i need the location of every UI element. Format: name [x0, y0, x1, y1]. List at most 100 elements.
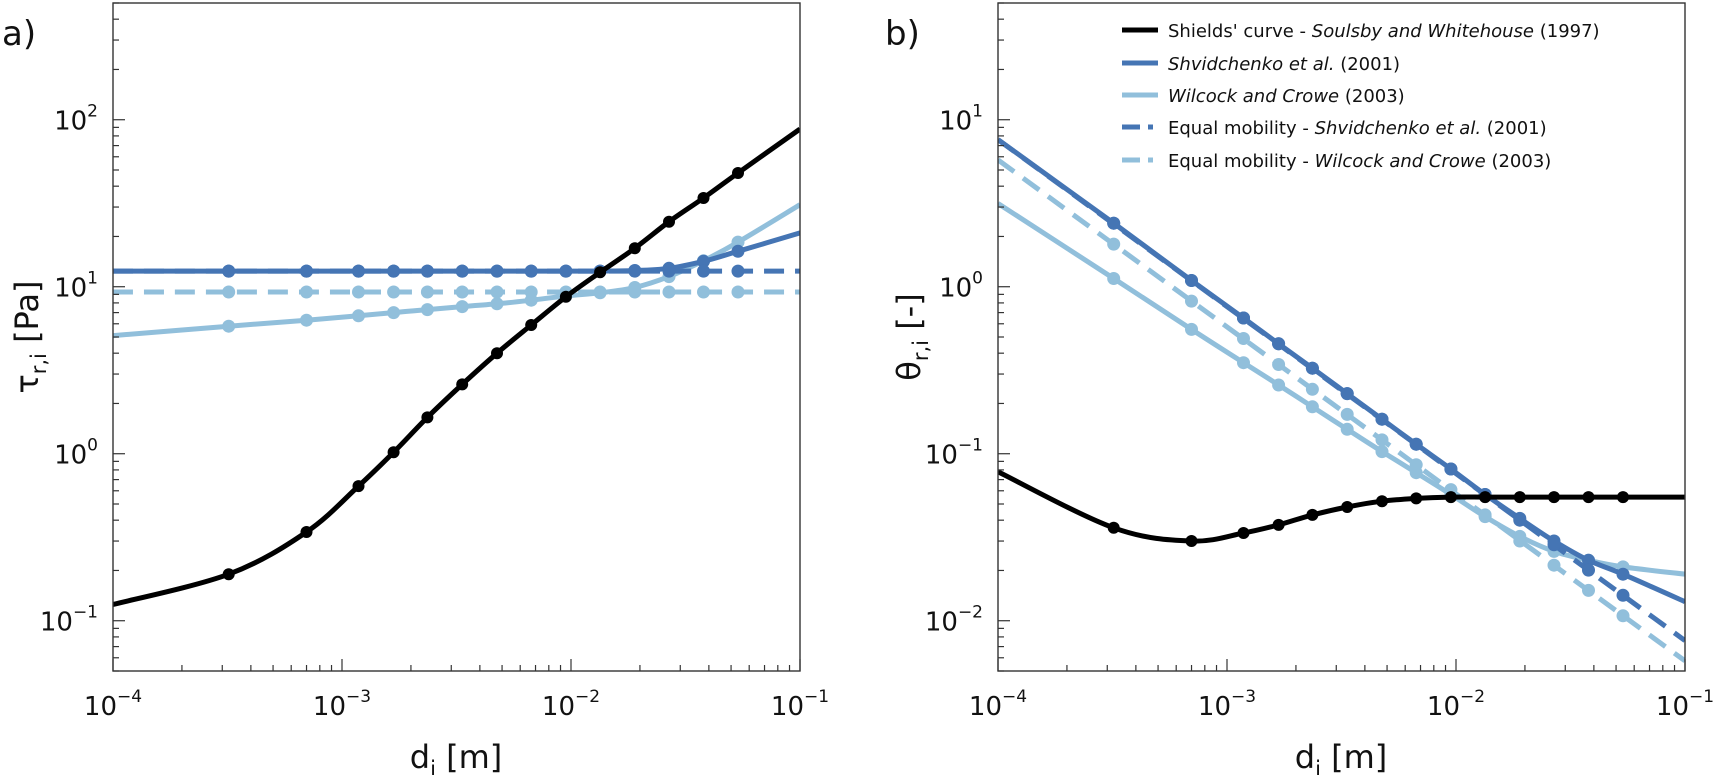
data-point: [352, 480, 365, 493]
data-point: [1272, 518, 1285, 531]
data-point: [420, 303, 434, 317]
data-point: [1479, 491, 1492, 504]
data-point: [1444, 462, 1458, 476]
data-point: [1617, 491, 1629, 504]
data-point: [1305, 361, 1319, 375]
data-point: [1478, 508, 1492, 522]
data-point: [300, 264, 313, 278]
data-point: [387, 306, 401, 320]
y-tick-label: 102: [54, 102, 98, 137]
data-point: [456, 378, 469, 391]
data-point: [352, 309, 365, 323]
panel-a-frame: [112, 2, 801, 672]
data-point: [222, 568, 235, 581]
data-point: [1237, 311, 1250, 325]
data-point: [1185, 294, 1198, 308]
data-point: [1237, 332, 1250, 345]
data-point: [1107, 237, 1121, 251]
x-tick-label: 10−2: [542, 687, 600, 722]
series-shields-curve-soulsby-and-whitehouse-1997: [113, 126, 800, 607]
data-point: [300, 313, 313, 327]
panel-b: b) 10−4 10−3 10−2 10−1 10−2 10−1 100 101 di [m]…: [885, 2, 1714, 775]
panel-b-ticks: 10−4 10−3 10−2 10−1 10−2 10−1 100 101: [925, 2, 1714, 722]
data-point: [662, 285, 676, 299]
legend-label: Shields' curve - Soulsby and Whitehouse …: [1168, 21, 1600, 42]
data-point: [387, 285, 401, 299]
data-point: [455, 285, 469, 299]
data-point: [594, 266, 607, 279]
data-point: [697, 192, 710, 204]
legend-label: Shvidchenko et al. (2001): [1168, 54, 1400, 75]
series-line: [998, 157, 1685, 663]
legend-label: Wilcock and Crowe (2003): [1168, 86, 1405, 107]
series-line: [113, 126, 800, 607]
data-point: [387, 446, 400, 459]
data-point: [593, 285, 607, 299]
data-point: [1341, 501, 1354, 513]
data-point: [352, 285, 365, 299]
data-point: [352, 264, 365, 278]
data-point: [662, 264, 676, 278]
data-point: [628, 264, 642, 278]
data-point: [1107, 272, 1121, 285]
data-point: [420, 285, 434, 299]
data-point: [731, 285, 745, 299]
data-point: [731, 235, 745, 249]
data-point: [222, 319, 236, 333]
legend: Shields' curve - Soulsby and Whitehouse …: [1122, 21, 1600, 172]
data-point: [559, 264, 573, 278]
data-point: [1375, 412, 1389, 426]
data-point: [1548, 491, 1560, 504]
y-tick-label: 100: [54, 436, 98, 471]
x-tick-label: 10−2: [1427, 687, 1485, 722]
data-point: [1237, 527, 1250, 539]
data-point: [1185, 274, 1198, 287]
data-point: [525, 319, 538, 331]
data-point: [491, 347, 503, 360]
data-point: [1513, 534, 1527, 548]
data-point: [524, 264, 538, 278]
data-point: [697, 285, 710, 299]
x-tick-label: 10−1: [1656, 687, 1714, 722]
y-tick-label: 101: [54, 269, 98, 304]
legend-entry: Wilcock and Crowe (2003): [1122, 86, 1405, 107]
data-point: [524, 285, 538, 299]
data-point: [731, 244, 745, 258]
data-point: [1582, 583, 1595, 597]
data-point: [1616, 609, 1630, 623]
series-shields-curve-soulsby-and-whitehouse-1997: [998, 469, 1685, 547]
data-point: [1107, 216, 1121, 230]
legend-entry: Shvidchenko et al. (2001): [1122, 54, 1400, 75]
series-equal-mobility-wilcock-and-crowe-2003: [113, 285, 800, 299]
data-point: [1185, 535, 1198, 547]
data-point: [1185, 322, 1198, 336]
data-point: [697, 264, 710, 278]
data-point: [1410, 492, 1423, 505]
series-equal-mobility-shvidchenko-et-al-2001: [998, 137, 1685, 643]
series-line: [113, 230, 800, 274]
data-point: [1547, 558, 1561, 572]
data-point: [1582, 563, 1595, 577]
data-point: [455, 264, 469, 278]
series-shvidchenko-et-al-2001: [998, 137, 1685, 604]
data-point: [1340, 407, 1354, 421]
panel-b-ylabel: θr,i [-]: [890, 293, 933, 380]
x-tick-label: 10−4: [969, 687, 1027, 722]
data-point: [1306, 508, 1319, 521]
data-point: [1582, 553, 1595, 567]
data-point: [1582, 491, 1595, 504]
panel-a-series: [113, 126, 800, 607]
panel-a-label: a): [2, 14, 36, 54]
legend-entry: Equal mobility - Shvidchenko et al. (200…: [1122, 118, 1547, 139]
x-tick-label: 10−3: [313, 687, 371, 722]
data-point: [732, 167, 744, 179]
data-point: [1547, 538, 1561, 552]
data-point: [663, 215, 675, 228]
y-tick-label: 10−2: [925, 603, 983, 638]
data-point: [1272, 358, 1286, 371]
data-point: [490, 264, 504, 278]
legend-label: Equal mobility - Wilcock and Crowe (2003…: [1168, 151, 1551, 172]
x-tick-label: 10−1: [771, 687, 829, 722]
data-point: [490, 285, 504, 299]
legend-entry: Equal mobility - Wilcock and Crowe (2003…: [1122, 151, 1551, 172]
